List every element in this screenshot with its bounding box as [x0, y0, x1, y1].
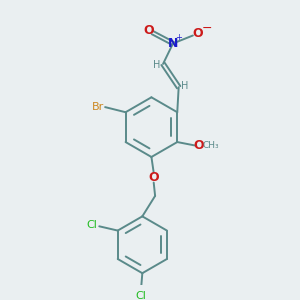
Text: Cl: Cl	[136, 292, 146, 300]
Text: −: −	[201, 22, 212, 34]
Text: +: +	[175, 33, 182, 42]
Text: N: N	[168, 37, 178, 50]
Text: O: O	[148, 171, 159, 184]
Text: Br: Br	[92, 102, 104, 112]
Text: O: O	[193, 139, 204, 152]
Text: H: H	[181, 81, 189, 91]
Text: O: O	[143, 24, 154, 37]
Text: Cl: Cl	[87, 220, 98, 230]
Text: CH₃: CH₃	[202, 141, 219, 150]
Text: H: H	[153, 60, 160, 70]
Text: O: O	[193, 27, 203, 40]
